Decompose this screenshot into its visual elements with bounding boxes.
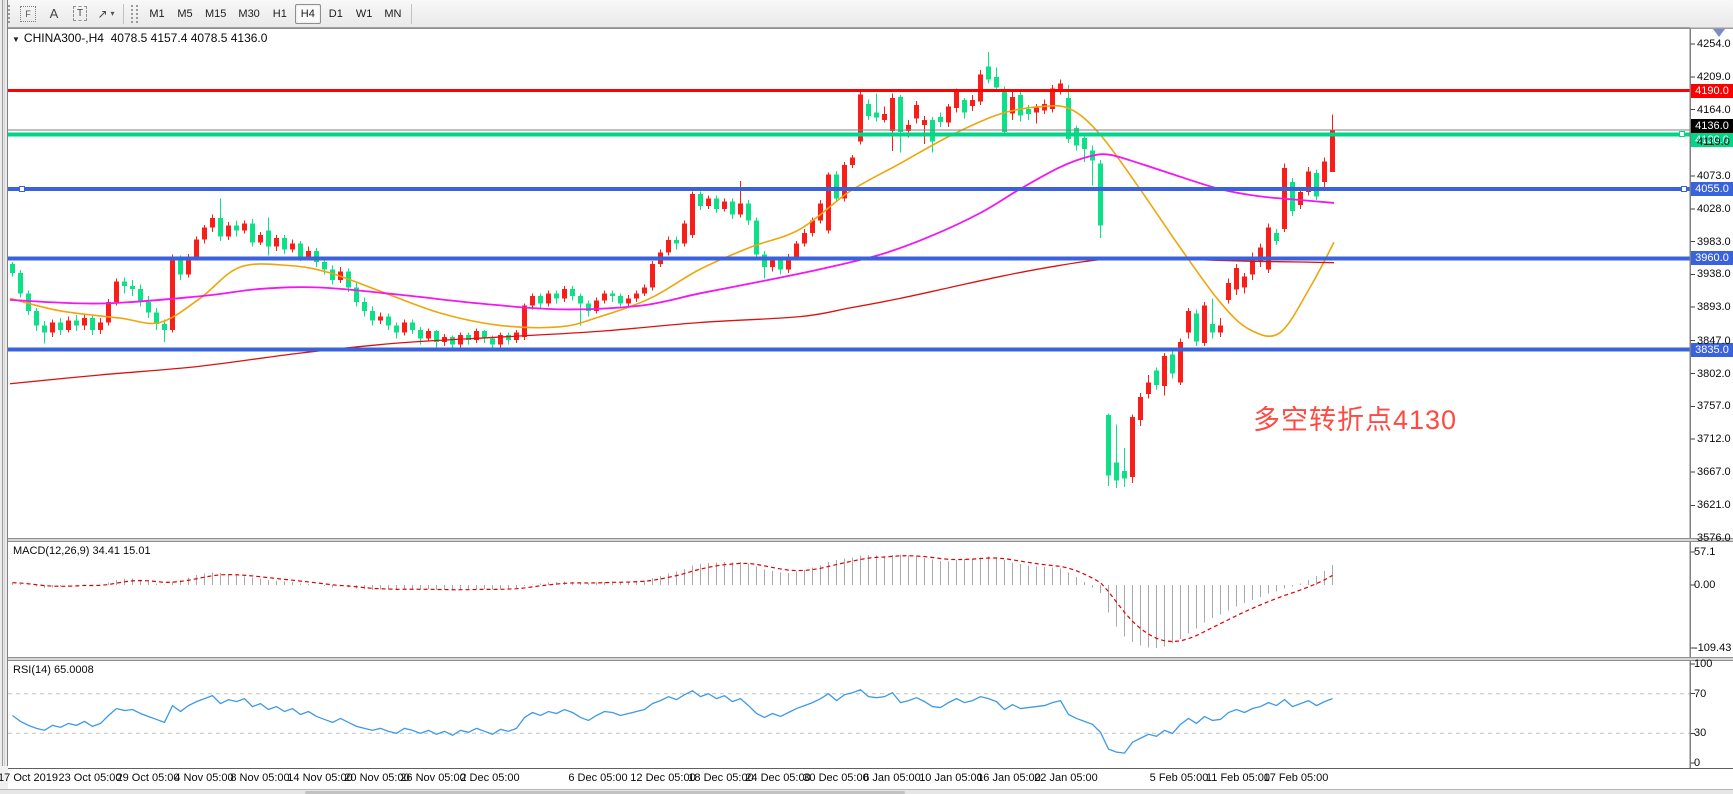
- timeframe-d1-button[interactable]: D1: [328, 7, 343, 20]
- bid-price-label: 4136.0: [1691, 119, 1733, 133]
- hline-price-label: 4130.0: [1691, 133, 1733, 147]
- time-tick-label: 17 Feb 05:00: [1263, 772, 1329, 784]
- timeframe-m5-button[interactable]: M5: [177, 7, 193, 20]
- symbol-timeframe-label: CHINA300-,H4: [23, 31, 104, 45]
- top-toolbar: F A T ↗ ▾ M1 M5 M15 M30 H1 H4 D1 W1 MN: [0, 0, 1733, 28]
- panel-separator-macd[interactable]: [8, 538, 1733, 542]
- ohlc-values: 4078.5 4157.4 4078.5 4136.0: [110, 31, 268, 45]
- window-left-splitter[interactable]: [0, 0, 8, 766]
- hline-price-label: 4190.0: [1691, 84, 1733, 98]
- timeframe-h4-button[interactable]: H4: [294, 3, 321, 24]
- time-tick-label: 22 Jan 05:00: [1034, 772, 1098, 784]
- text-tool-icon: T: [72, 6, 88, 21]
- chart-shift-marker-icon[interactable]: [1713, 29, 1725, 37]
- annotate-a-tool-icon: A: [49, 6, 59, 21]
- time-axis[interactable]: [8, 768, 1733, 789]
- chinese-annotation-text: 多空转折点4130: [1253, 405, 1458, 435]
- drawing-tools-group: F A T ↗ ▾: [15, 3, 119, 25]
- text-tool-button[interactable]: T: [68, 3, 92, 25]
- hline-price-label: 4055.0: [1691, 182, 1733, 196]
- rsi-tick-label: 100: [1694, 658, 1713, 670]
- price-tick-label: 4164.0: [1697, 103, 1731, 116]
- time-tick-label: 10 Jan 05:00: [919, 772, 983, 784]
- price-tick-label: 4209.0: [1697, 70, 1731, 83]
- annotate-a-tool-button[interactable]: A: [42, 3, 66, 25]
- toolbar-gripper-icon[interactable]: [131, 4, 138, 23]
- hline-price-label: 3835.0: [1691, 343, 1733, 357]
- chart-title: ▼ CHINA300-,H4 4078.5 4157.4 4078.5 4136.…: [12, 31, 267, 45]
- price-tick-label: 4028.0: [1697, 202, 1731, 215]
- time-tick-label: 4 Nov 05:00: [174, 772, 234, 784]
- price-tick-label: 3621.0: [1697, 499, 1731, 512]
- time-tick-label: 20 Nov 05:00: [344, 772, 410, 784]
- price-tick-label: 3983.0: [1697, 235, 1731, 248]
- time-tick-label: 11 Feb 05:00: [1205, 772, 1271, 784]
- time-tick-label: 12 Dec 05:00: [630, 772, 696, 784]
- timeframe-m30-button[interactable]: M30: [238, 7, 260, 20]
- price-axis[interactable]: [1690, 28, 1733, 768]
- chart-grid-tool-icon: F: [20, 5, 36, 22]
- horizontal-scrollbar[interactable]: [0, 789, 1733, 794]
- line-handle[interactable]: [19, 186, 25, 193]
- price-tick-label: 3802.0: [1697, 367, 1731, 380]
- rsi-indicator-label: RSI(14) 65.0008: [13, 664, 94, 676]
- price-tick-label: 3757.0: [1697, 400, 1731, 413]
- price-tick-label: 3847.0: [1697, 334, 1731, 347]
- time-tick-label: 5 Feb 05:00: [1149, 772, 1209, 784]
- price-tick-label: 3712.0: [1697, 433, 1731, 446]
- shapes-tool-button[interactable]: ↗ ▾: [94, 3, 118, 25]
- price-tick-label: 3576.0: [1697, 532, 1731, 545]
- hline-price-label: 3960.0: [1691, 251, 1733, 265]
- macd-indicator-label: MACD(12,26,9) 34.41 15.01: [13, 545, 151, 557]
- shapes-tool-icon: ↗: [97, 6, 108, 21]
- timeframe-h1-button[interactable]: H1: [272, 7, 287, 20]
- time-tick-label: 30 Dec 05:00: [803, 772, 869, 784]
- time-tick-label: 29 Oct 05:00: [116, 772, 180, 784]
- panel-separator-rsi[interactable]: [8, 657, 1733, 661]
- price-tick-label: 3893.0: [1697, 301, 1731, 314]
- timeframe-w1-button[interactable]: W1: [355, 7, 373, 20]
- timeframes-group: M1 M5 M15 M30 H1 H4 D1 W1 MN: [143, 3, 407, 24]
- line-handle[interactable]: [1681, 186, 1687, 193]
- time-tick-label: 18 Dec 05:00: [688, 772, 754, 784]
- toolbar-separator: [123, 3, 124, 24]
- macd-tick-label: 57.1: [1694, 546, 1716, 559]
- line-handle[interactable]: [1679, 131, 1685, 138]
- rsi-tick-label: 30: [1694, 727, 1707, 740]
- chart-grid-tool-button[interactable]: F: [16, 3, 40, 25]
- rsi-tick-label: 70: [1694, 687, 1707, 700]
- time-tick-label: 26 Nov 05:00: [400, 772, 466, 784]
- timeframe-mn-button[interactable]: MN: [384, 7, 402, 20]
- price-tick-label: 3938.0: [1697, 268, 1731, 281]
- price-tick-label: 4119.0: [1697, 136, 1730, 149]
- macd-tick-label: -109.43: [1694, 642, 1732, 655]
- rsi-tick-label: 0: [1694, 757, 1701, 769]
- timeframe-m15-button[interactable]: M15: [205, 7, 227, 20]
- time-tick-label: 24 Dec 05:00: [745, 772, 811, 784]
- price-tick-label: 4254.0: [1697, 38, 1731, 50]
- time-tick-label: 6 Dec 05:00: [568, 772, 628, 784]
- time-tick-label: 14 Nov 05:00: [287, 772, 353, 784]
- symbol-dropdown-icon[interactable]: ▼: [12, 35, 20, 44]
- time-tick-label: 8 Nov 05:00: [230, 772, 290, 784]
- macd-tick-label: 0.00: [1694, 579, 1716, 591]
- time-tick-label: 16 Jan 05:00: [977, 772, 1041, 784]
- toolbar-separator: [411, 3, 413, 24]
- scrollbar-thumb[interactable]: [305, 791, 905, 794]
- time-tick-label: 2 Dec 05:00: [460, 772, 520, 784]
- time-tick-label: 6 Jan 05:00: [863, 772, 921, 784]
- price-tick-label: 4073.0: [1697, 169, 1731, 182]
- timeframe-m1-button[interactable]: M1: [149, 7, 165, 20]
- dropdown-caret-icon: ▾: [110, 9, 115, 18]
- price-tick-label: 3667.0: [1697, 465, 1731, 478]
- time-tick-label: 17 Oct 2019: [0, 772, 58, 784]
- time-tick-label: 23 Oct 05:00: [58, 772, 122, 784]
